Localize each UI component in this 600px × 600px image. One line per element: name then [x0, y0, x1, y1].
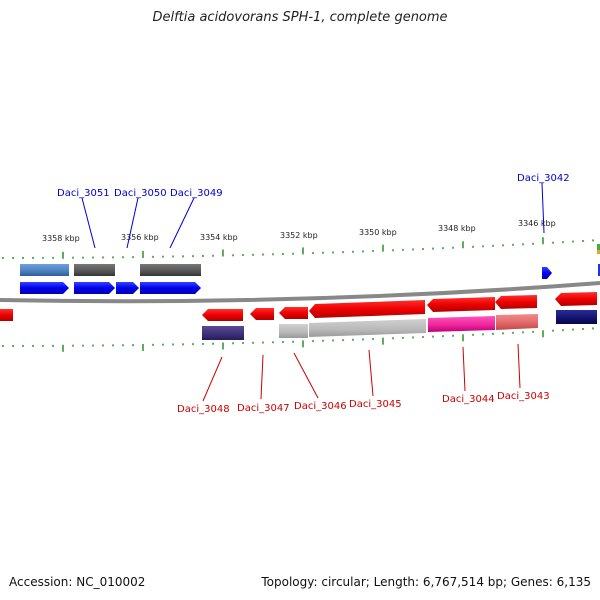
gene-arrow[interactable]	[116, 282, 139, 294]
scale-labels: 3358 kbp 3356 kbp 3354 kbp 3352 kbp 3350…	[42, 219, 556, 243]
gene-arrow[interactable]	[309, 300, 425, 318]
genome-backbone	[0, 281, 600, 304]
gene-arrow[interactable]	[0, 309, 13, 321]
gene-block	[597, 244, 600, 250]
gene-block[interactable]	[140, 264, 201, 276]
scale-ticks-top	[2, 237, 594, 259]
scale-label: 3356 kbp	[121, 233, 159, 242]
scale-label: 3354 kbp	[200, 233, 238, 242]
gene-block[interactable]	[309, 319, 426, 337]
gene-arrow[interactable]	[74, 282, 115, 294]
forward-strand-genes	[20, 244, 600, 294]
gene-arrow[interactable]	[202, 309, 243, 321]
scale-label: 3348 kbp	[438, 224, 476, 233]
gene-label-bottom[interactable]: Daci_3044	[442, 394, 495, 405]
gene-block[interactable]	[279, 324, 308, 338]
gene-block[interactable]	[428, 316, 495, 332]
gene-label-top[interactable]: Daci_3051	[57, 188, 110, 199]
gene-label-bottom[interactable]: Daci_3046	[294, 401, 347, 412]
gene-label-bottom[interactable]: Daci_3048	[177, 404, 230, 415]
gene-arrow[interactable]	[555, 292, 597, 306]
gene-arrow[interactable]	[495, 295, 537, 309]
gene-arrow[interactable]	[427, 297, 495, 312]
gene-label-bottom[interactable]: Daci_3045	[349, 399, 402, 410]
gene-block[interactable]	[20, 264, 69, 276]
reverse-strand-genes	[0, 292, 597, 340]
top-gene-labels: Daci_3051 Daci_3050 Daci_3049 Daci_3042	[57, 173, 570, 249]
scale-label: 3350 kbp	[359, 228, 397, 237]
gene-block	[598, 264, 600, 276]
gene-label-bottom[interactable]: Daci_3043	[497, 391, 550, 402]
gene-block[interactable]	[74, 264, 115, 276]
gene-label-top[interactable]: Daci_3050	[114, 188, 167, 199]
scale-label: 3358 kbp	[42, 234, 80, 243]
gene-label-top[interactable]: Daci_3049	[170, 188, 223, 199]
scale-ticks-bottom	[2, 327, 594, 352]
accession-text: Accession: NC_010002	[9, 575, 146, 589]
gene-block[interactable]	[556, 310, 597, 324]
gene-arrow[interactable]	[542, 267, 552, 279]
scale-label: 3346 kbp	[518, 219, 556, 228]
scale-label: 3352 kbp	[280, 231, 318, 240]
genome-summary-text: Topology: circular; Length: 6,767,514 bp…	[261, 575, 591, 589]
gene-block[interactable]	[202, 326, 244, 340]
gene-arrow[interactable]	[20, 282, 69, 294]
bottom-gene-labels: Daci_3048 Daci_3047 Daci_3046 Daci_3045 …	[177, 343, 550, 415]
gene-arrow[interactable]	[279, 307, 308, 319]
gene-label-top[interactable]: Daci_3042	[517, 173, 570, 184]
gene-arrow[interactable]	[250, 308, 274, 320]
gene-block[interactable]	[496, 314, 538, 330]
gene-arrow[interactable]	[140, 282, 201, 294]
map-title: Delftia acidovorans SPH-1, complete geno…	[152, 10, 448, 25]
gene-block	[597, 250, 600, 254]
gene-label-bottom[interactable]: Daci_3047	[237, 403, 290, 414]
